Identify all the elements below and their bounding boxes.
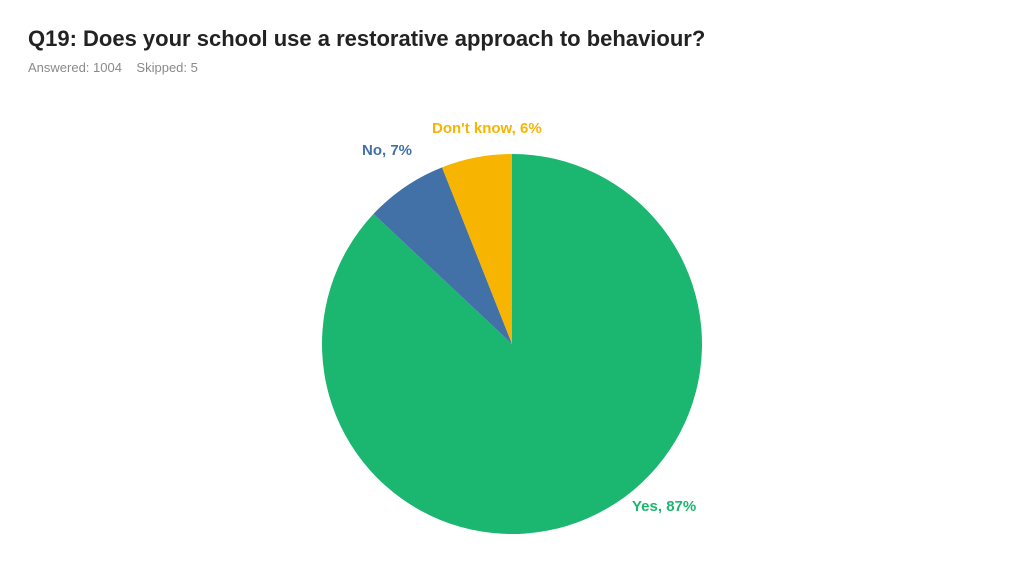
pie-chart [0,0,1024,576]
pie-label-no: No, 7% [362,142,412,159]
pie-label-yes: Yes, 87% [632,498,696,515]
pie-label-don-t-know: Don't know, 6% [432,120,542,137]
report-slide: Q19: Does your school use a restorative … [0,0,1024,576]
